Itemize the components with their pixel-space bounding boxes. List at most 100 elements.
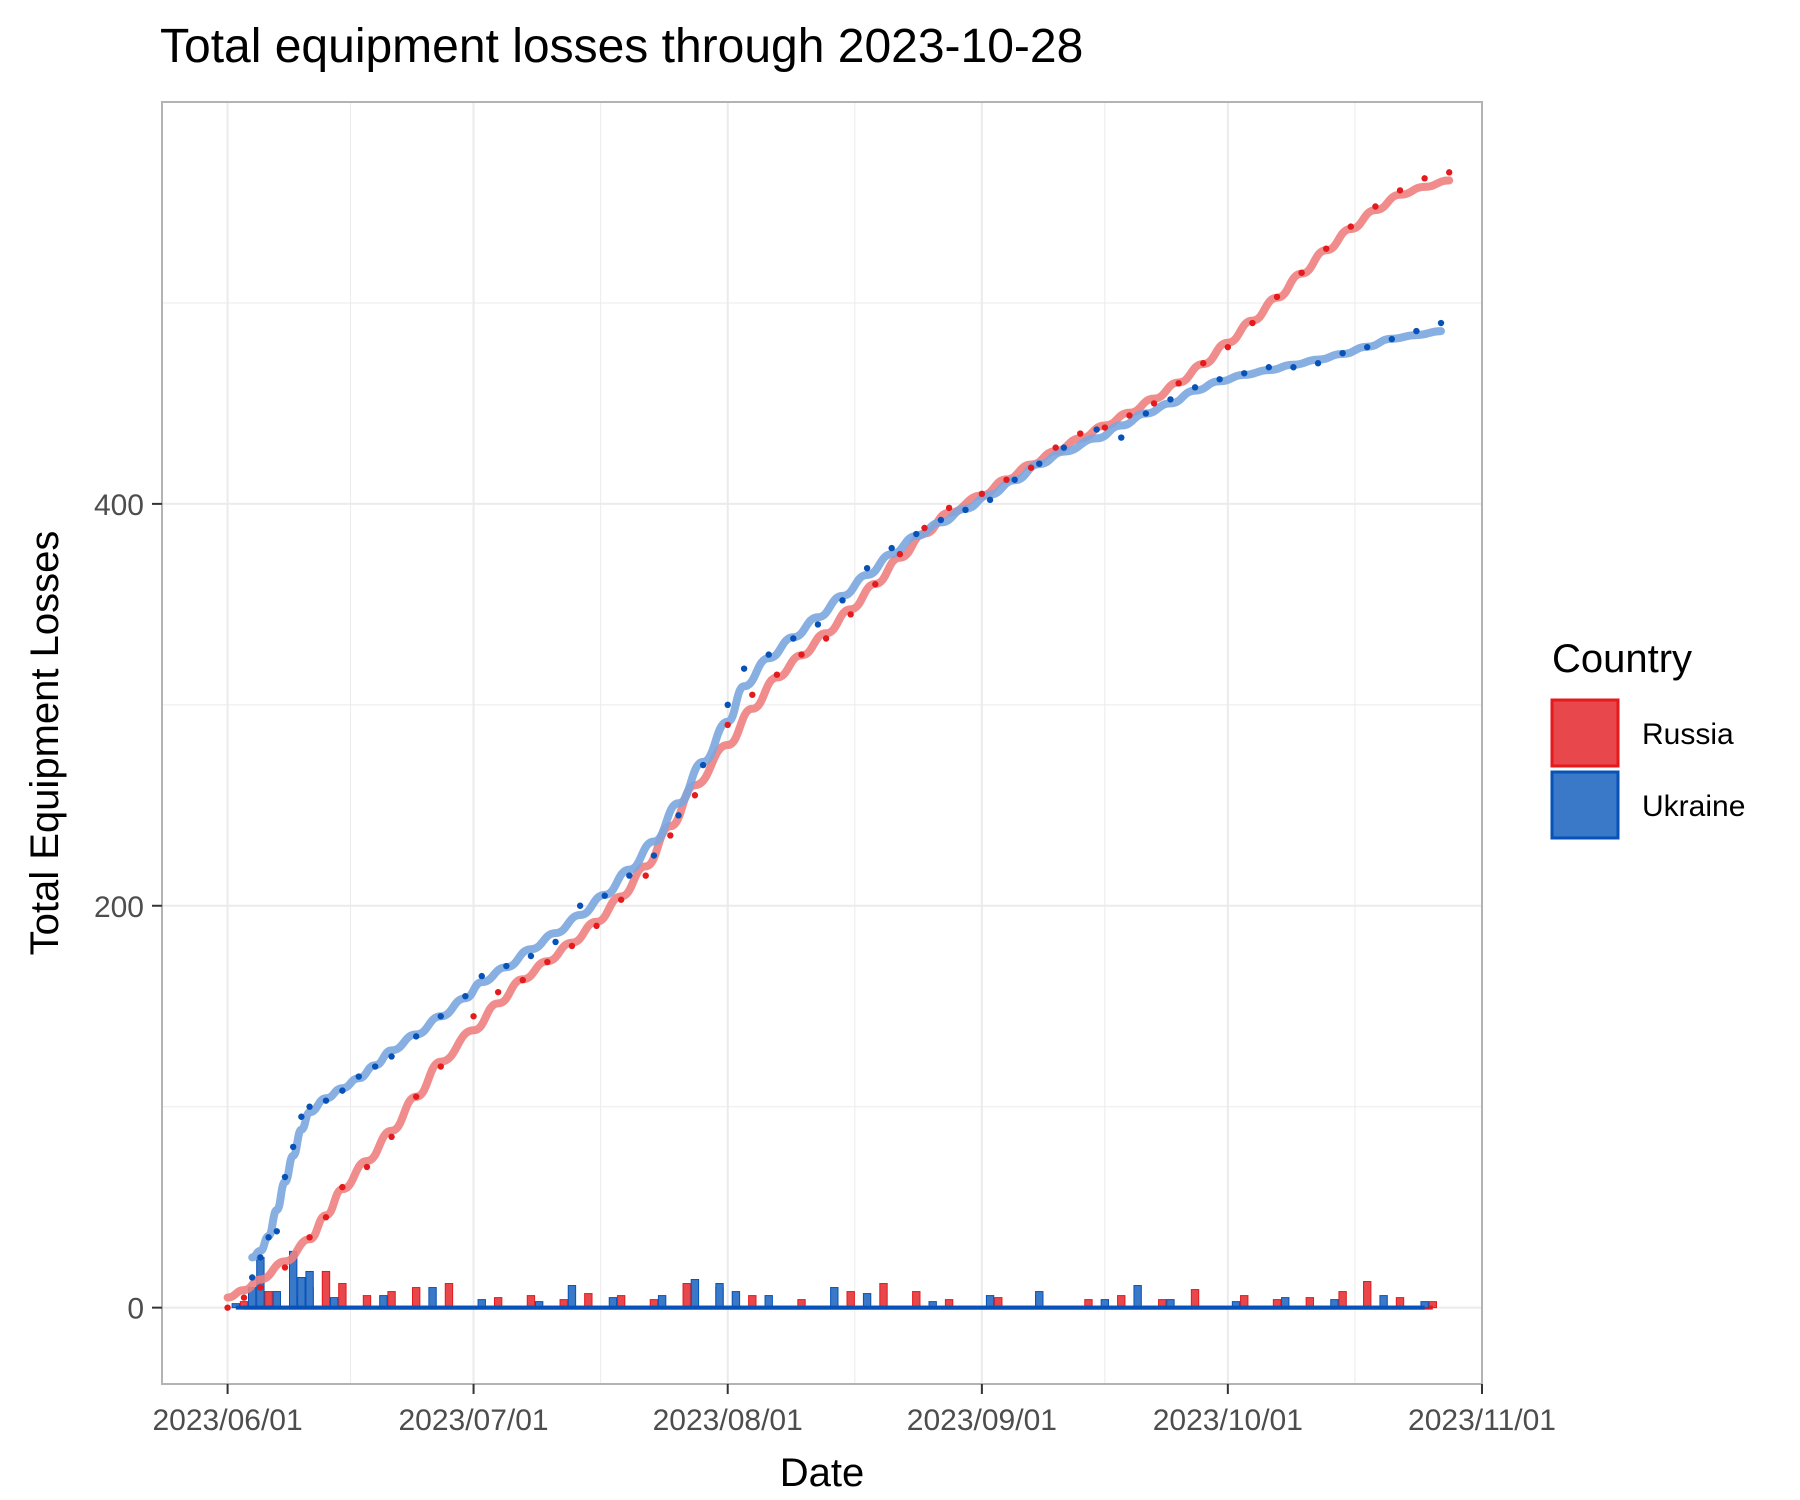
point-ukraine-2023-09-02	[986, 496, 994, 504]
point-russia-2023-10-28	[1446, 169, 1453, 176]
point-russia-2023-09-07	[1027, 464, 1035, 471]
point-russia-2023-07-13	[568, 942, 576, 950]
point-ukraine-2023-09-27	[1191, 384, 1199, 391]
y-tick-label-0: 0	[127, 1293, 144, 1326]
point-ukraine-2023-07-23	[650, 852, 658, 859]
point-ukraine-2023-07-11	[552, 938, 559, 946]
y-tick-label-400: 400	[94, 489, 144, 522]
point-ukraine-2023-06-07	[273, 1228, 280, 1235]
point-ukraine-2023-10-27	[1437, 319, 1445, 327]
bar-russia-2023-06-06	[264, 1291, 273, 1309]
point-ukraine-2023-09-24	[1167, 396, 1174, 403]
legend-key-ukraine	[1550, 770, 1620, 840]
y-axis: 0 200 400	[94, 489, 162, 1326]
bar-ukraine-2023-08-18	[862, 1293, 872, 1309]
point-russia-2023-07-10	[544, 958, 551, 966]
bar-ukraine-2023-09-20	[1133, 1285, 1142, 1309]
bar-ukraine-2023-07-28	[690, 1279, 700, 1309]
point-russia-2023-09-25	[1175, 380, 1182, 387]
point-ukraine-2023-06-21	[388, 1053, 395, 1060]
point-russia-2023-08-19	[872, 581, 879, 588]
point-russia-2023-10-13	[1323, 245, 1330, 252]
legend: Country Russia Ukraine	[1550, 637, 1745, 840]
point-ukraine-2023-07-02	[478, 972, 485, 980]
point-ukraine-2023-10-06	[1265, 364, 1273, 371]
plot-panel-border	[161, 101, 1483, 1385]
point-russia-2023-10-25	[1421, 175, 1428, 182]
point-ukraine-2023-07-17	[601, 892, 608, 899]
point-russia-2023-08-16	[847, 611, 854, 618]
point-ukraine-2023-09-30	[1216, 376, 1223, 383]
point-ukraine-2023-06-17	[355, 1073, 362, 1080]
point-russia-2023-07-28	[691, 792, 699, 799]
point-russia-2023-09-04	[1003, 476, 1010, 483]
point-ukraine-2023-10-15	[1339, 349, 1346, 357]
point-ukraine-2023-06-30	[462, 992, 469, 1000]
bar-ukraine-2023-06-26	[428, 1287, 437, 1309]
point-ukraine-2023-09-08	[1036, 460, 1043, 467]
point-ukraine-2023-06-05	[257, 1254, 264, 1261]
point-russia-2023-09-10	[1052, 444, 1059, 451]
point-russia-2023-09-13	[1077, 430, 1084, 437]
point-russia-2023-07-19	[617, 896, 625, 903]
point-ukraine-2023-10-24	[1413, 327, 1420, 335]
bar-russia-2023-06-15	[338, 1283, 347, 1309]
bar-ukraine-2023-07-13	[567, 1285, 577, 1309]
point-ukraine-2023-06-09	[289, 1143, 297, 1151]
point-ukraine-2023-08-18	[863, 564, 871, 572]
point-russia-2023-06-24	[412, 1093, 420, 1100]
x-tick-label-2023-08-01: 2023/08/01	[653, 1404, 803, 1437]
point-russia-2023-06-27	[437, 1063, 444, 1070]
point-russia-2023-07-07	[519, 976, 526, 984]
point-ukraine-2023-06-06	[265, 1234, 272, 1241]
point-russia-2023-09-28	[1200, 360, 1207, 367]
point-russia-2023-09-16	[1101, 424, 1109, 431]
x-tick-label-2023-06-01: 2023/06/01	[153, 1404, 303, 1437]
point-ukraine-2023-09-15	[1093, 426, 1100, 433]
point-ukraine-2023-06-10	[298, 1113, 305, 1120]
point-russia-2023-08-25	[921, 524, 928, 532]
point-ukraine-2023-08-01	[724, 701, 731, 709]
point-ukraine-2023-06-15	[339, 1087, 346, 1094]
point-russia-2023-06-11	[306, 1234, 313, 1241]
point-ukraine-2023-06-04	[248, 1274, 256, 1281]
bar-ukraine-2023-08-14	[830, 1287, 839, 1309]
bar-ukraine-2023-06-11	[305, 1270, 314, 1309]
bar-russia-2023-06-13	[321, 1270, 331, 1309]
bar-russia-2023-10-15	[1338, 1291, 1347, 1309]
point-russia-2023-06-18	[363, 1163, 371, 1171]
x-axis: 2023/06/01 2023/07/01 2023/08/01 2023/09/01…	[153, 1384, 1556, 1437]
cumulative-points	[224, 169, 1453, 1311]
point-ukraine-2023-10-12	[1314, 360, 1322, 367]
point-ukraine-2023-10-03	[1241, 370, 1248, 377]
x-axis-title: Date	[780, 1451, 865, 1495]
bar-ukraine-2023-09-08	[1035, 1291, 1044, 1309]
point-ukraine-2023-08-06	[765, 651, 772, 658]
bar-russia-2023-10-18	[1363, 1281, 1372, 1309]
point-ukraine-2023-10-18	[1364, 343, 1371, 351]
point-russia-2023-08-01	[724, 721, 731, 729]
x-tick-label-2023-10-01: 2023/10/01	[1153, 1404, 1303, 1437]
bar-ukraine-2023-10-25	[1420, 1301, 1429, 1309]
point-ukraine-2023-08-15	[839, 597, 846, 604]
bar-ukraine-2023-08-02	[731, 1291, 741, 1309]
x-tick-label-2023-09-01: 2023/09/01	[907, 1404, 1057, 1437]
y-tick-label-200: 200	[94, 891, 144, 924]
point-ukraine-2023-10-09	[1290, 364, 1297, 371]
point-russia-2023-08-10	[798, 651, 805, 658]
point-russia-2023-10-10	[1298, 269, 1305, 276]
point-ukraine-2023-07-20	[626, 872, 633, 879]
bar-russia-2023-07-27	[682, 1283, 691, 1309]
point-russia-2023-10-22	[1396, 187, 1404, 194]
point-russia-2023-06-03	[240, 1294, 248, 1301]
bar-russia-2023-06-28	[444, 1283, 454, 1309]
point-ukraine-2023-06-13	[322, 1097, 330, 1104]
chart-title: Total equipment losses through 2023-10-2…	[160, 20, 1083, 73]
point-russia-2023-06-15	[339, 1183, 346, 1191]
bar-russia-2023-06-21	[387, 1291, 396, 1309]
bar-ukraine-2023-06-07	[272, 1291, 281, 1309]
point-ukraine-2023-07-05	[503, 962, 510, 970]
point-russia-2023-08-13	[822, 635, 830, 642]
point-ukraine-2023-09-18	[1118, 434, 1125, 441]
